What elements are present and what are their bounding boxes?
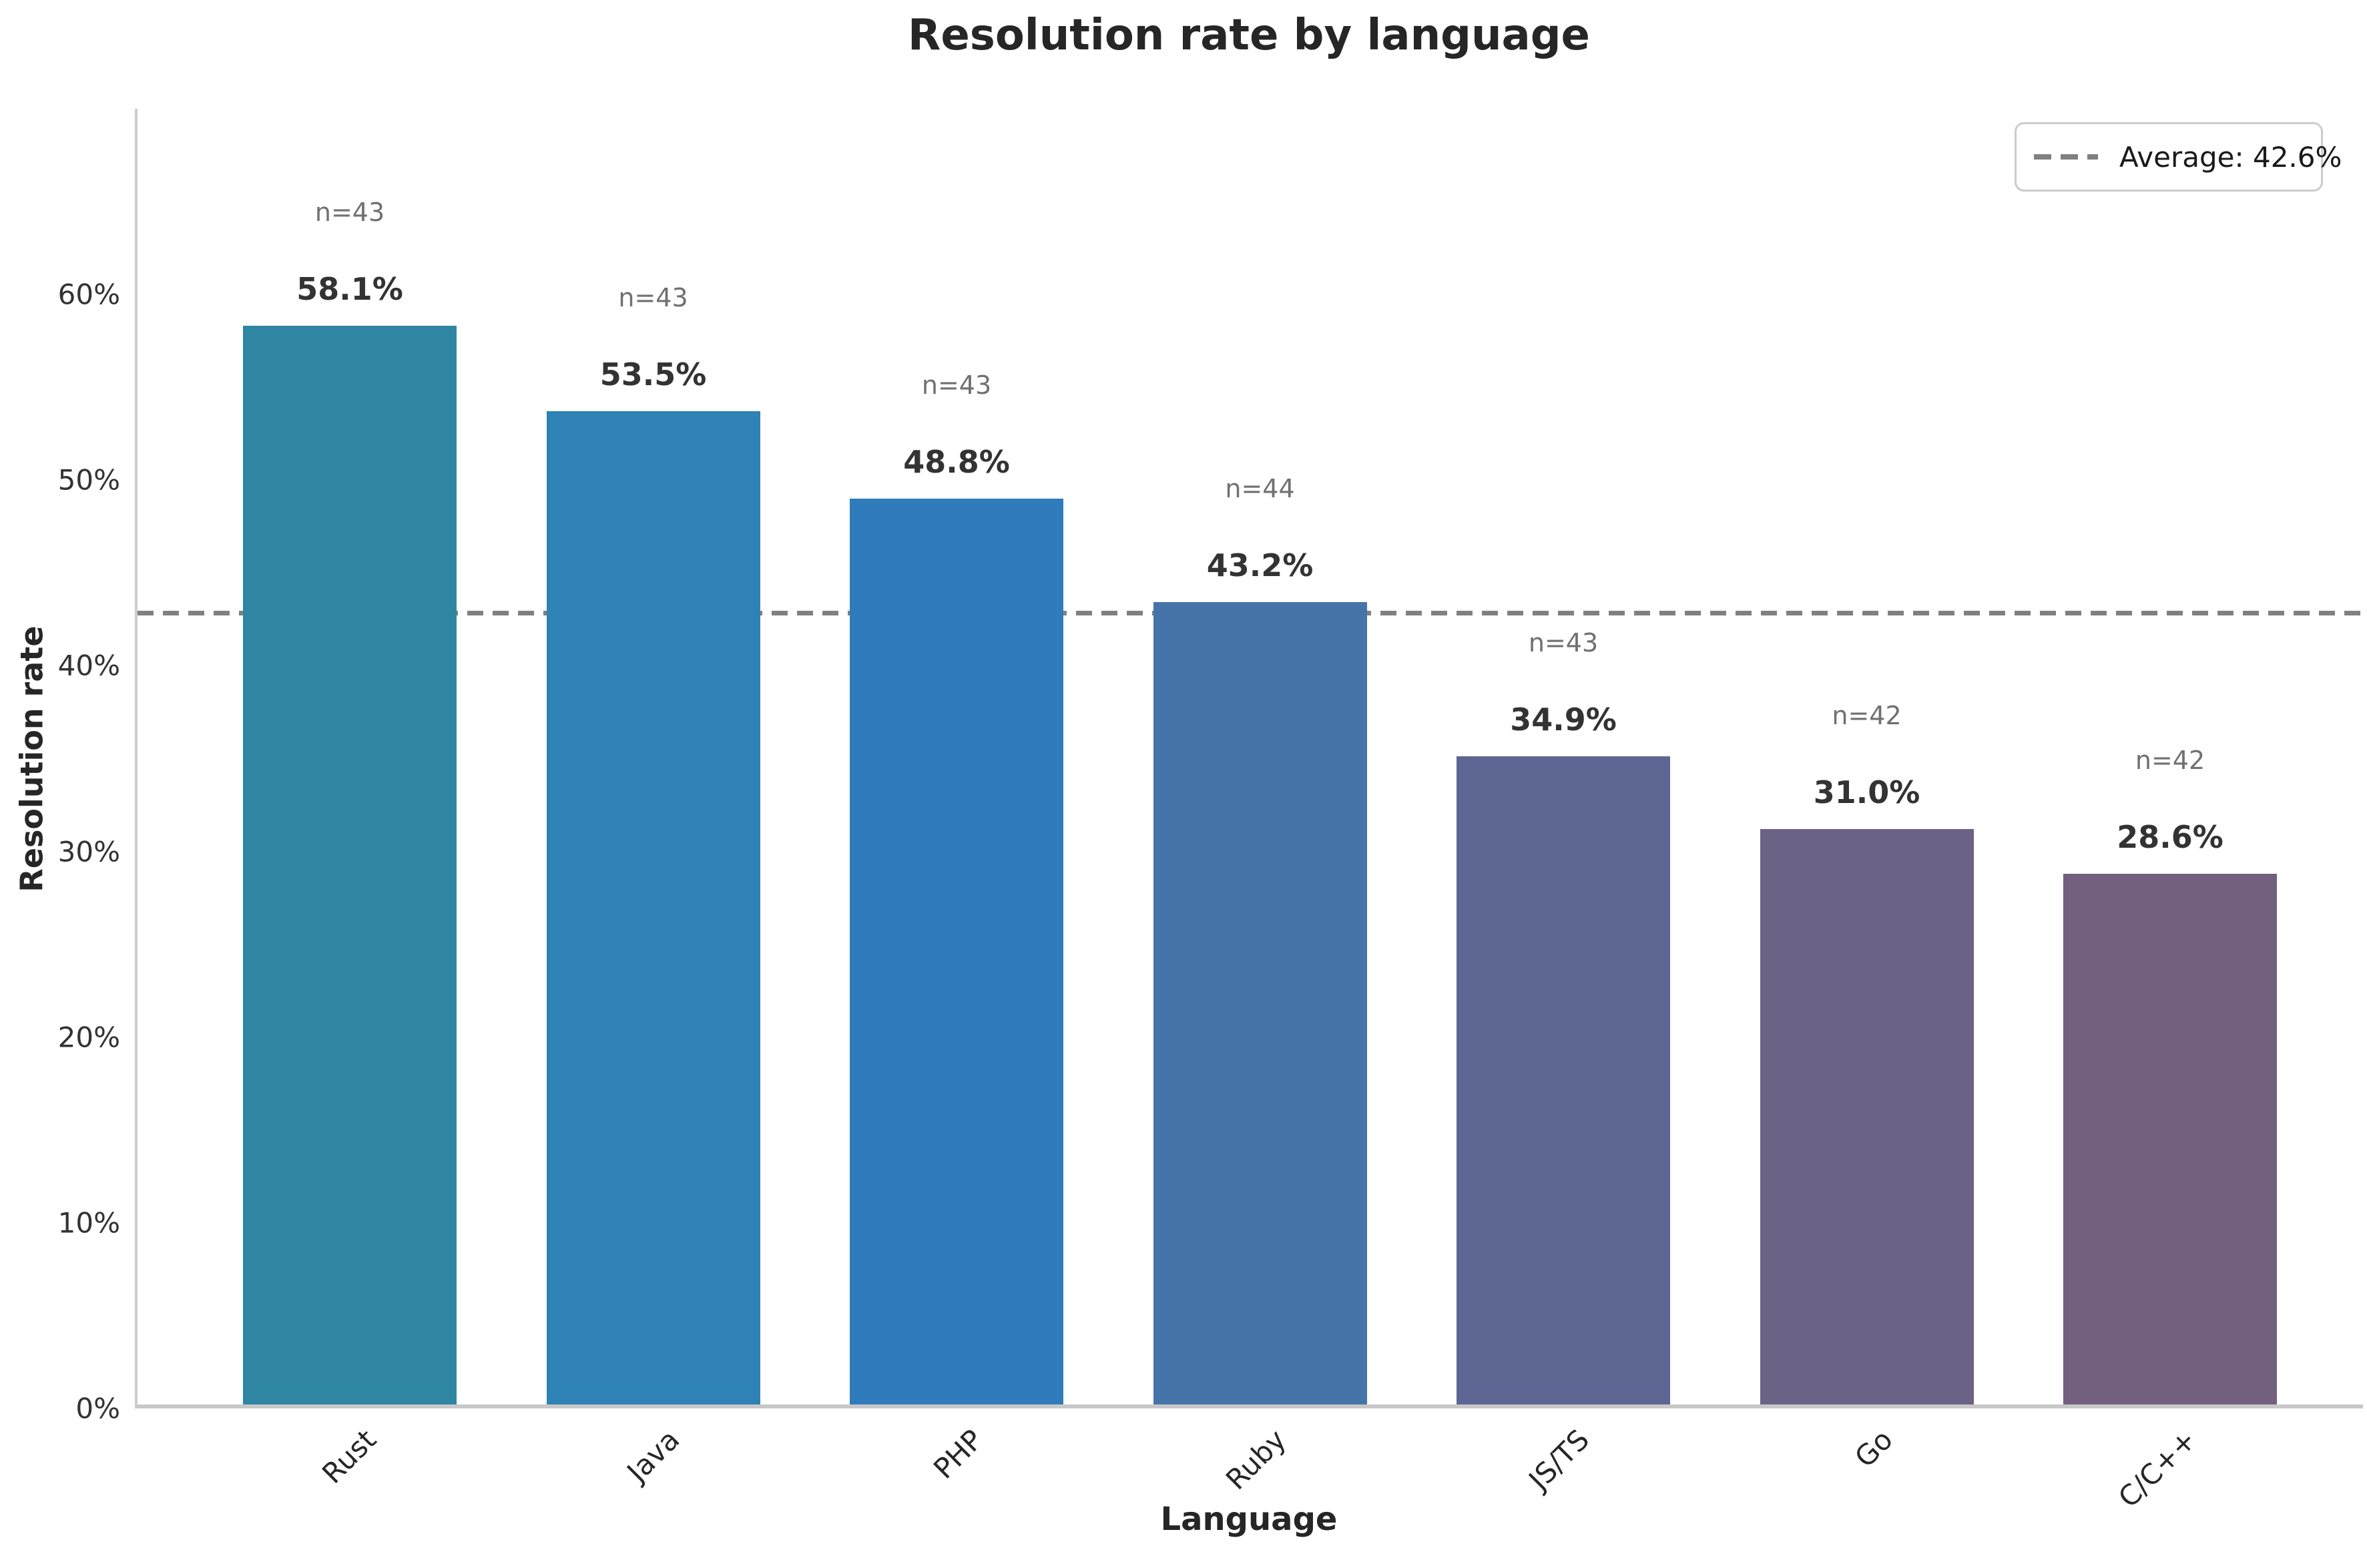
bar-value-label-js-ts: 34.9% (1510, 702, 1617, 738)
bar-rust (243, 326, 457, 1404)
x-tick-label-ruby: Ruby (1219, 1423, 1293, 1497)
bar-value-label-java: 53.5% (599, 356, 707, 393)
chart-title: Resolution rate by language (908, 11, 1590, 60)
bar-n-label-js-ts: n=43 (1528, 628, 1599, 658)
bar-ruby (1153, 602, 1367, 1404)
bar-c-c- (2063, 873, 2277, 1404)
plot-area: 58.1% n=43 53.5% n=43 48.8% n=43 43.2% n=44 34.9… (135, 109, 2363, 1408)
y-tick-label-30pct: 30% (57, 835, 120, 868)
bar-value-label-rust: 58.1% (296, 271, 403, 307)
bar-n-label-go: n=42 (1832, 700, 1902, 730)
y-tick-label-60pct: 60% (57, 278, 120, 311)
y-tick-label-40pct: 40% (57, 649, 120, 682)
bar-n-label-rust: n=43 (314, 198, 385, 227)
bar-n-label-ruby: n=44 (1225, 474, 1295, 504)
bar-value-label-php: 48.8% (903, 443, 1010, 480)
x-tick-label-go: Go (1848, 1423, 1900, 1474)
bar-n-label-java: n=43 (618, 282, 688, 312)
x-tick-label-rust: Rust (315, 1423, 382, 1490)
y-tick-label-10pct: 10% (57, 1206, 120, 1240)
bar-value-label-c-c-: 28.6% (2117, 818, 2223, 855)
bar-js-ts (1457, 756, 1670, 1404)
legend: Average: 42.6% (2015, 122, 2342, 192)
x-tick-label-js-ts: JS/TS (1523, 1423, 1596, 1497)
bar-value-label-ruby: 43.2% (1206, 547, 1314, 584)
bar-value-label-go: 31.0% (1813, 774, 1920, 810)
bar-php (850, 498, 1063, 1404)
average-line-legend-swatch (2034, 154, 2098, 160)
y-tick-label-0pct: 0% (75, 1392, 120, 1425)
bar-go (1760, 828, 1974, 1404)
y-tick-label-20pct: 20% (57, 1021, 120, 1054)
bar-java (546, 411, 760, 1404)
x-axis-title: Language (1160, 1501, 1338, 1538)
legend-label: Average: 42.6% (2119, 140, 2342, 174)
bar-n-label-php: n=43 (921, 370, 992, 400)
x-tick-label-php: PHP (927, 1423, 989, 1485)
bar-n-label-c-c-: n=42 (2135, 745, 2205, 775)
y-tick-label-50pct: 50% (57, 463, 120, 497)
x-tick-label-java: Java (620, 1423, 686, 1489)
